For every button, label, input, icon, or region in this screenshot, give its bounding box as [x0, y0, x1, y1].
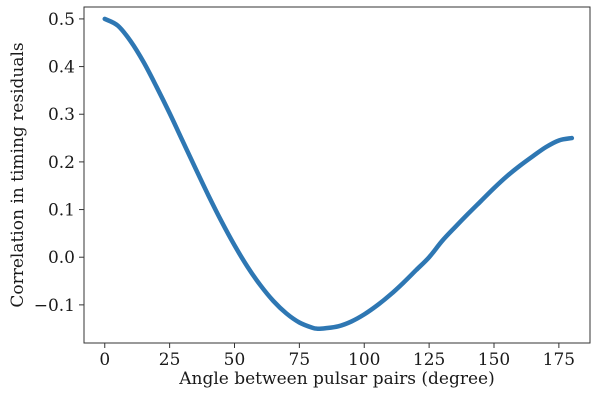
x-tick-label: 150	[478, 350, 510, 370]
x-tick-label: 175	[543, 350, 575, 370]
x-tick-label: 50	[224, 350, 246, 370]
y-tick-label: 0.3	[48, 105, 75, 125]
series-layer	[102, 16, 575, 331]
y-axis-label: Correlation in timing residuals	[8, 42, 28, 307]
y-tick-label: 0.0	[48, 248, 75, 268]
x-axis-label: Angle between pulsar pairs (degree)	[178, 369, 495, 389]
y-tick-label: 0.1	[48, 201, 75, 221]
x-tick-label: 0	[99, 350, 110, 370]
y-tick-label: 0.4	[48, 58, 75, 78]
x-tick-label: 125	[413, 350, 445, 370]
y-tick-label: −0.1	[34, 296, 75, 316]
x-tick-label: 25	[159, 350, 181, 370]
series-line	[102, 16, 575, 331]
x-tick-label: 100	[348, 350, 380, 370]
y-tick-label: 0.2	[48, 153, 75, 173]
y-tick-label: 0.5	[48, 10, 75, 30]
x-axis-ticks: 0 25 50 75 100 125 150 175	[99, 343, 575, 370]
y-axis-ticks: −0.1 0.0 0.1 0.2 0.3 0.4 0.5	[34, 10, 84, 316]
x-tick-label: 75	[289, 350, 311, 370]
plot-frame	[83, 6, 591, 344]
